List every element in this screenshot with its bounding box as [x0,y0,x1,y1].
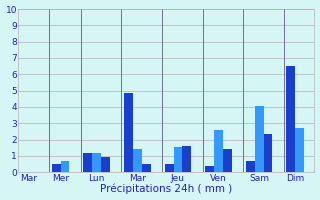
Bar [60,161,69,172]
Bar [173,147,182,172]
Bar [205,166,214,172]
Bar [255,106,264,172]
Bar [286,66,295,172]
Bar [101,157,110,172]
X-axis label: Précipitations 24h ( mm ): Précipitations 24h ( mm ) [100,184,233,194]
Bar [264,134,272,172]
Bar [52,164,60,172]
Bar [182,146,191,172]
Bar [246,161,255,172]
Bar [92,153,101,172]
Bar [142,164,150,172]
Bar [223,149,232,172]
Bar [214,130,223,172]
Bar [84,153,92,172]
Bar [124,93,133,172]
Bar [133,149,142,172]
Bar [295,128,304,172]
Bar [165,164,173,172]
